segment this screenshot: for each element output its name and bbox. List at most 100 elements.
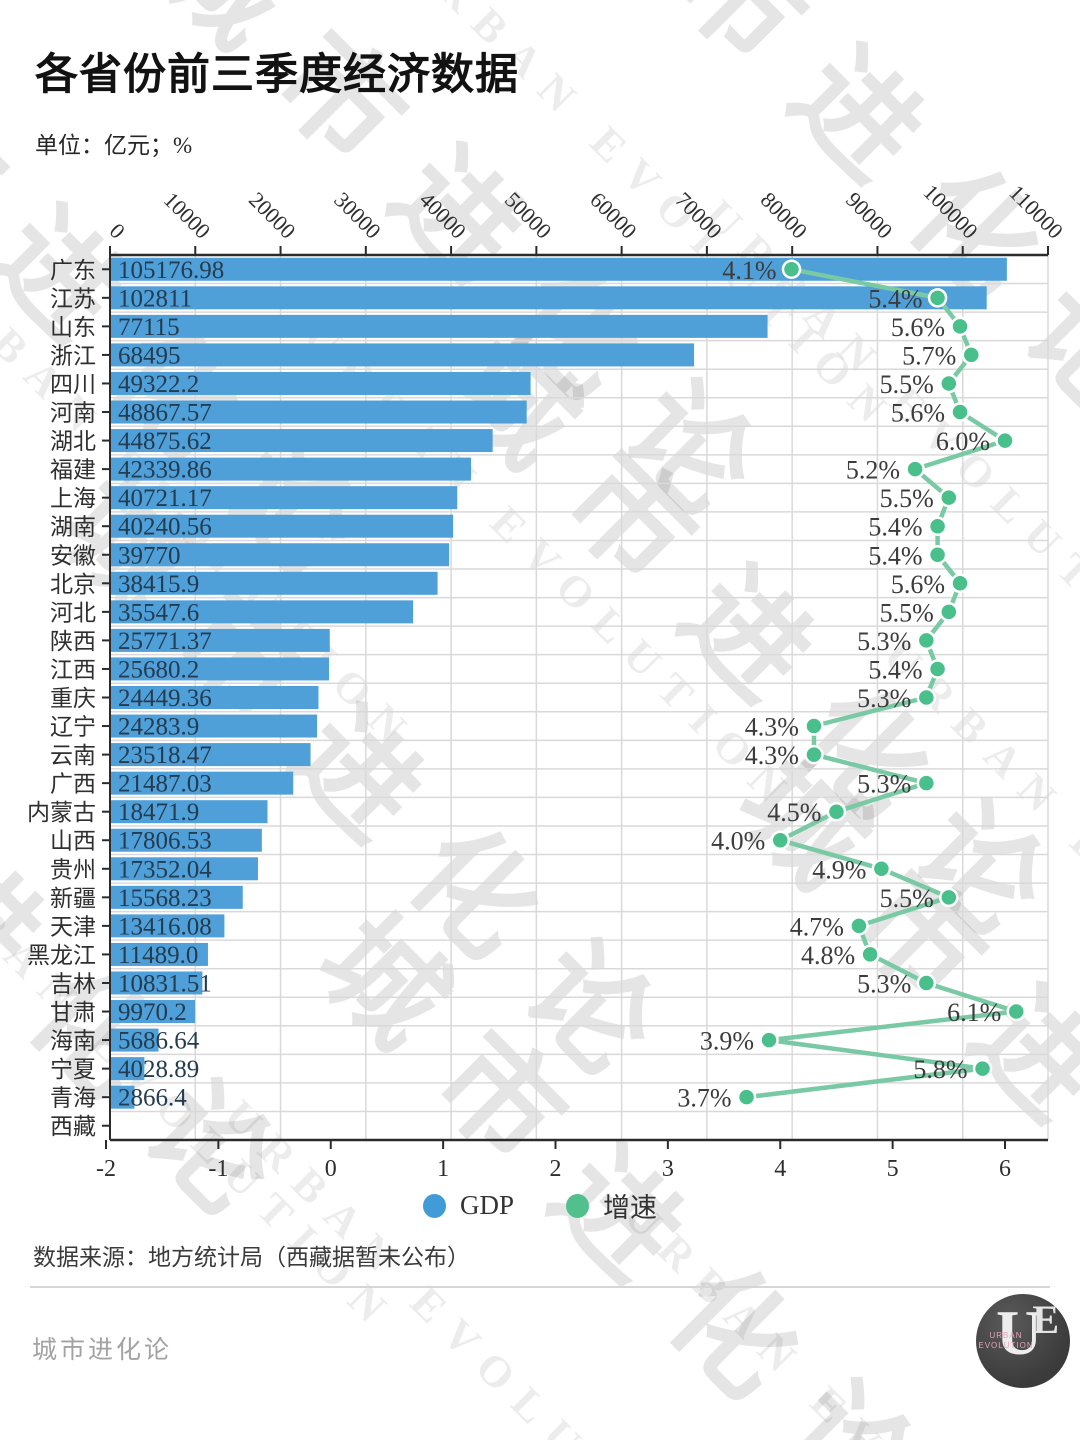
gdp-bar-label: 48867.57	[118, 400, 212, 427]
gdp-bar-label: 24283.9	[118, 714, 199, 741]
top-axis-tick-label: 10000	[159, 187, 216, 244]
gdp-bar-label: 2866.4	[118, 1085, 187, 1112]
gdp-bar-label: 9970.2	[118, 999, 187, 1026]
y-axis-label: 广西	[50, 772, 96, 797]
bottom-axis-tick-label: -1	[208, 1156, 228, 1182]
legend-item-gdp: GDP	[422, 1190, 514, 1221]
gdp-bar	[111, 800, 268, 824]
growth-marker	[905, 459, 925, 479]
gdp-bar-label: 105176.98	[118, 257, 224, 284]
growth-marker	[939, 602, 959, 622]
growth-value-label: 5.5%	[880, 484, 934, 513]
growth-marker	[759, 1030, 779, 1050]
gdp-bar-label: 25680.2	[118, 656, 199, 683]
gdp-legend-dot-icon	[422, 1193, 446, 1218]
top-axis-tick-label: 0	[105, 218, 130, 243]
gdp-bar	[111, 1057, 145, 1081]
y-axis-label: 北京	[50, 572, 96, 597]
y-axis-label: 江苏	[50, 286, 96, 311]
gdp-bar	[111, 400, 527, 424]
top-axis-tick-label: 20000	[244, 187, 301, 244]
gdp-bar	[111, 543, 450, 567]
gdp-bar-label: 23518.47	[118, 742, 212, 769]
y-axis-label: 甘肃	[50, 1000, 96, 1025]
growth-value-label: 6.1%	[947, 998, 1001, 1027]
gdp-bar-label: 77115	[118, 314, 180, 341]
growth-value-label: 5.5%	[880, 370, 934, 399]
gdp-bar	[111, 571, 438, 595]
bottom-axis-tick-label: 6	[999, 1156, 1011, 1182]
growth-marker	[1006, 1001, 1026, 1022]
brand-name: 城市进化论	[32, 1337, 173, 1364]
growth-value-label: 5.2%	[846, 456, 900, 485]
gdp-bar-label: 17352.04	[118, 856, 212, 883]
top-axis-tick-label: 90000	[841, 187, 898, 244]
growth-value-label: 5.3%	[857, 770, 911, 799]
gdp-bar-label: 4028.89	[118, 1056, 199, 1083]
growth-marker	[950, 402, 970, 422]
growth-value-label: 5.7%	[902, 341, 956, 370]
growth-value-label: 3.9%	[700, 1027, 754, 1056]
gdp-bar-label: 10831.51	[118, 970, 212, 997]
gdp-bar	[111, 1085, 135, 1109]
growth-marker	[961, 345, 982, 365]
top-axis-tick-label: 100000	[919, 179, 983, 243]
gdp-bar-label: 25771.37	[118, 628, 212, 655]
growth-value-label: 4.8%	[801, 941, 855, 970]
growth-marker	[736, 1087, 757, 1107]
unit-note: 单位：亿元；%	[35, 133, 193, 158]
growth-value-label: 5.4%	[868, 541, 922, 570]
y-axis-label: 陕西	[50, 629, 96, 654]
bottom-axis-tick-label: 4	[774, 1156, 786, 1182]
gdp-bar-label: 24449.36	[118, 685, 212, 712]
gdp-bar-label: 39770	[118, 542, 181, 569]
top-axis-tick-label: 110000	[1004, 180, 1068, 244]
y-axis-label: 山西	[50, 829, 96, 854]
legend-item-growth: 增速	[566, 1186, 657, 1225]
y-axis-label: 辽宁	[50, 715, 96, 740]
y-axis-label: 山东	[50, 315, 96, 340]
source-note: 数据来源：地方统计局（西藏据暂未公布）	[33, 1245, 470, 1270]
gdp-bar	[111, 686, 319, 709]
bottom-axis-tick-label: 5	[887, 1156, 899, 1182]
top-axis-tick-label: 70000	[670, 187, 727, 244]
bottom-axis-tick-label: 1	[437, 1156, 449, 1182]
y-axis-label: 内蒙古	[27, 800, 96, 825]
y-axis-label: 海南	[50, 1029, 96, 1054]
top-axis-tick-label: 60000	[585, 187, 642, 244]
growth-marker	[927, 288, 948, 308]
gdp-bar	[111, 600, 414, 624]
gdp-bar	[111, 343, 695, 367]
gdp-bar-label: 68495	[118, 342, 181, 369]
gdp-bar	[111, 714, 318, 738]
growth-value-label: 4.0%	[711, 827, 765, 856]
growth-marker	[916, 773, 937, 793]
y-axis-label: 浙江	[50, 343, 96, 368]
y-axis-label: 西藏	[50, 1114, 96, 1139]
gdp-bar	[111, 1000, 196, 1024]
urban-evolution-logo: U E URBAN EVOLUTION	[976, 1294, 1070, 1388]
gdp-bar	[111, 743, 311, 767]
gdp-bar	[111, 514, 454, 538]
gdp-bar	[111, 828, 262, 852]
growth-value-label: 5.5%	[880, 884, 934, 913]
top-axis-tick-label: 40000	[415, 187, 472, 244]
gdp-bar	[111, 885, 243, 909]
gdp-bar-label: 38415.9	[118, 571, 199, 598]
growth-marker	[804, 744, 824, 765]
growth-value-label: 4.3%	[745, 713, 799, 742]
y-axis-label: 新疆	[50, 886, 96, 911]
gdp-bar	[111, 971, 203, 995]
gdp-bar-label: 35547.6	[118, 599, 199, 626]
chart-legend: GDP 增速	[0, 1186, 1080, 1225]
gdp-bar-label: 13416.08	[118, 913, 212, 940]
gdp-bar-label: 40240.56	[118, 514, 212, 541]
growth-value-label: 4.9%	[812, 855, 866, 884]
growth-marker	[939, 887, 959, 908]
gdp-bar	[111, 1028, 159, 1052]
growth-value-label: 5.5%	[880, 598, 934, 627]
gdp-bar	[111, 314, 768, 338]
y-axis-label: 云南	[50, 743, 96, 768]
gdp-bar-label: 11489.0	[118, 942, 198, 969]
y-axis-label: 四川	[50, 372, 96, 397]
